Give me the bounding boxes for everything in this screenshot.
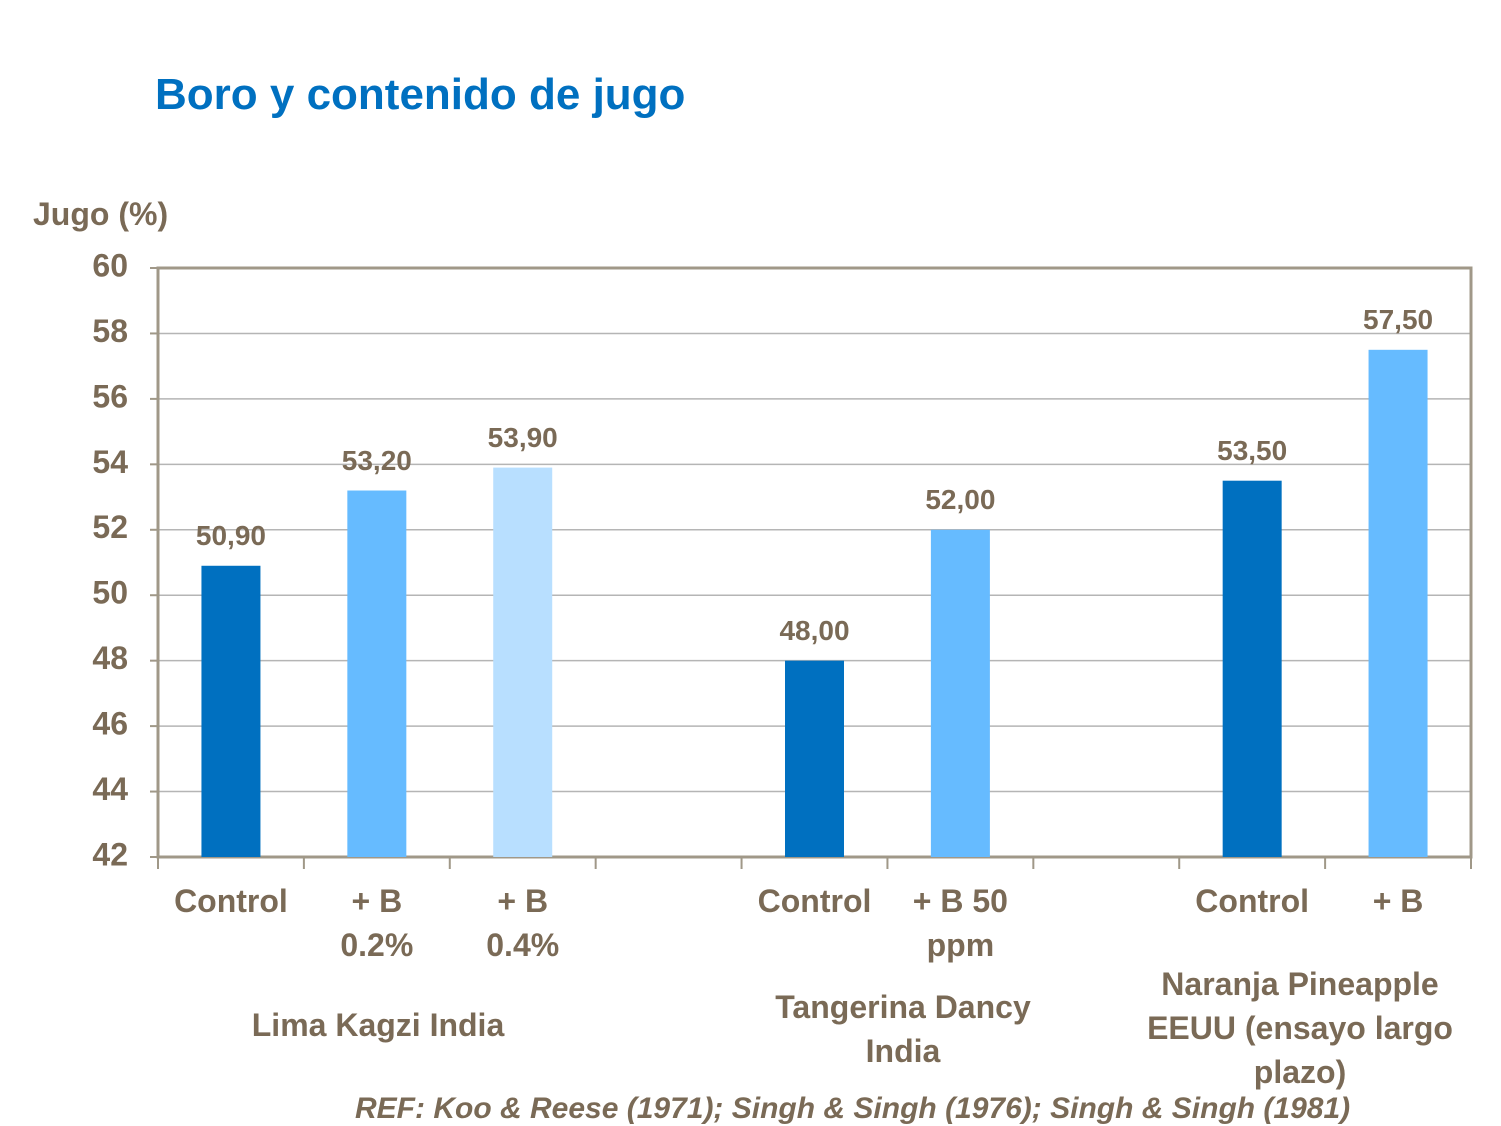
y-tick-label: 46	[92, 706, 128, 742]
group-label: Lima Kagzi India	[251, 1007, 505, 1043]
y-tick-label: 42	[92, 836, 128, 872]
x-tick-label-box: Control	[1191, 879, 1313, 923]
y-tick-label: 50	[92, 575, 128, 611]
x-tick-label-box: + B 0.4%	[462, 879, 584, 967]
y-tick-label: 54	[92, 444, 128, 480]
x-tick-label: + B 50 ppm	[912, 883, 1008, 963]
bar	[201, 565, 261, 857]
y-tick-label: 60	[92, 247, 128, 283]
value-label: 48,00	[779, 615, 849, 646]
bar	[493, 467, 553, 857]
bar	[785, 660, 844, 857]
x-tick-label: Control	[1195, 883, 1310, 919]
y-tick-label: 52	[92, 509, 128, 545]
x-tick-label: Control	[174, 883, 288, 919]
reference-note: REF: Koo & Reese (1971); Singh & Singh (…	[355, 1092, 1351, 1125]
y-tick-label: 56	[92, 378, 128, 414]
x-tick-label-box: + B 50 ppm	[899, 879, 1021, 967]
bar	[347, 490, 407, 857]
y-axis-label: Jugo (%)	[33, 196, 169, 232]
value-label: 53,90	[488, 422, 558, 453]
bar	[1222, 480, 1282, 857]
value-label: 57,50	[1363, 304, 1433, 335]
x-tick-label: + B 0.2%	[340, 883, 414, 963]
x-tick-label: + B	[1372, 883, 1424, 919]
bar	[930, 529, 990, 857]
y-tick-label: 48	[92, 640, 128, 676]
x-tick-label: Control	[757, 883, 872, 919]
value-label: 50,90	[196, 520, 266, 551]
value-label: 52,00	[925, 484, 995, 515]
bar	[1368, 349, 1428, 857]
y-tick-label: 44	[92, 771, 128, 807]
y-tick-label: 58	[92, 313, 128, 349]
group-label: Tangerina Dancy India	[775, 989, 1031, 1069]
group-label: Naranja Pineapple EEUU (ensayo largo pla…	[1147, 966, 1453, 1090]
value-label: 53,20	[342, 445, 412, 476]
x-tick-label-box: + B	[1337, 879, 1459, 923]
x-tick-label: + B 0.4%	[486, 883, 560, 963]
x-tick-label-box: Control	[754, 879, 876, 923]
x-tick-label-box: + B 0.2%	[316, 879, 438, 967]
chart-title: Boro y contenido de jugo	[155, 70, 686, 119]
x-tick-label-box: Control	[170, 879, 292, 923]
value-label: 53,50	[1217, 435, 1287, 466]
